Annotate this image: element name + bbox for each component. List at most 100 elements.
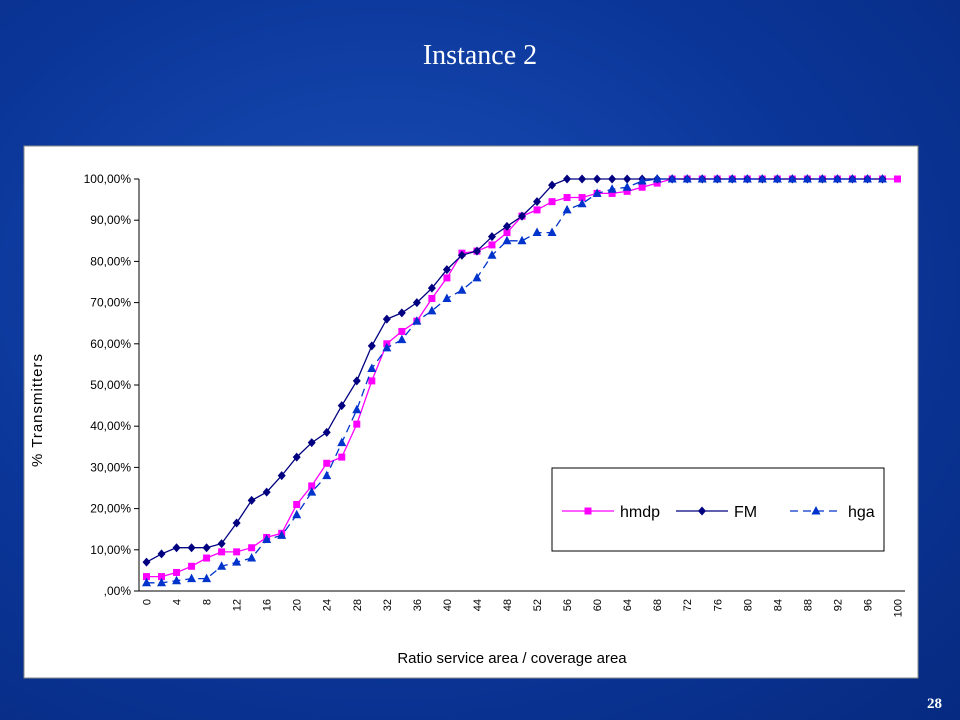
y-tick-label: 100,00%: [84, 172, 132, 186]
x-tick-label: 92: [832, 599, 844, 611]
marker: [337, 437, 347, 447]
marker: [772, 174, 782, 183]
marker: [142, 577, 152, 587]
legend-box: [551, 467, 885, 552]
x-tick-label: 44: [472, 599, 484, 611]
y-tick-label: ,00%: [104, 584, 132, 598]
legend-marker: [584, 507, 592, 515]
marker: [157, 577, 167, 587]
x-tick-label: 4: [172, 599, 184, 605]
x-tick-label: 64: [622, 599, 634, 611]
marker: [487, 232, 496, 242]
marker: [712, 174, 722, 183]
marker: [862, 174, 872, 183]
x-tick-label: 0: [142, 599, 154, 605]
marker: [232, 557, 242, 566]
y-tick-label: 50,00%: [90, 378, 131, 392]
marker: [367, 341, 376, 351]
marker: [548, 198, 556, 206]
marker: [532, 227, 542, 237]
marker: [262, 534, 272, 543]
marker: [172, 575, 182, 585]
marker: [787, 174, 797, 183]
marker: [577, 198, 587, 208]
marker: [811, 506, 821, 515]
marker: [563, 194, 571, 202]
marker: [742, 174, 752, 183]
marker: [503, 229, 511, 237]
marker: [172, 543, 181, 553]
legend-label: hmdp: [620, 504, 660, 521]
marker: [442, 265, 451, 275]
x-tick-label: 52: [532, 599, 544, 611]
x-tick-label: 80: [742, 599, 754, 611]
marker: [308, 482, 316, 490]
marker: [623, 174, 632, 184]
marker: [667, 174, 677, 183]
marker: [877, 174, 887, 183]
legend-marker: [811, 506, 821, 515]
marker: [487, 250, 497, 259]
marker: [262, 487, 271, 497]
x-tick-label: 84: [772, 599, 784, 611]
marker: [847, 174, 857, 183]
marker: [457, 250, 466, 260]
marker: [397, 308, 406, 318]
marker: [188, 562, 196, 570]
marker: [217, 539, 226, 549]
marker: [337, 401, 346, 411]
marker: [472, 272, 482, 282]
x-tick-label: 12: [232, 599, 244, 611]
marker: [502, 235, 512, 245]
marker: [608, 174, 617, 184]
marker: [157, 549, 166, 559]
x-tick-label: 72: [682, 599, 694, 611]
marker: [584, 507, 592, 515]
marker: [622, 182, 632, 191]
marker: [832, 174, 842, 183]
marker: [652, 174, 662, 183]
marker: [427, 283, 436, 293]
marker: [893, 175, 901, 183]
marker: [427, 305, 437, 315]
marker: [173, 568, 181, 576]
marker: [638, 183, 646, 191]
marker: [457, 285, 467, 294]
y-tick-label: 80,00%: [90, 254, 131, 268]
marker: [382, 314, 391, 324]
x-tick-label: 16: [262, 599, 274, 611]
marker: [218, 548, 226, 556]
marker: [682, 174, 692, 183]
x-tick-label: 20: [292, 599, 304, 611]
marker: [217, 561, 227, 570]
marker: [623, 187, 631, 195]
marker: [443, 274, 451, 282]
y-tick-label: 30,00%: [90, 460, 131, 474]
marker: [488, 241, 496, 249]
x-tick-label: 100: [892, 599, 904, 617]
marker: [398, 327, 406, 335]
marker: [548, 180, 557, 190]
marker: [338, 453, 346, 461]
x-tick-label: 24: [322, 599, 334, 611]
marker: [533, 206, 541, 214]
legend-label: FM: [734, 504, 757, 521]
y-tick-label: 20,00%: [90, 502, 131, 516]
marker: [292, 509, 302, 519]
chart-panel: [23, 145, 919, 679]
marker: [307, 438, 316, 448]
marker: [593, 174, 602, 184]
marker: [592, 188, 602, 197]
x-tick-label: 32: [382, 599, 394, 611]
y-tick-label: 70,00%: [90, 296, 131, 310]
marker: [397, 334, 407, 344]
x-tick-label: 56: [562, 599, 574, 611]
marker: [187, 543, 196, 553]
marker: [562, 204, 572, 214]
marker: [202, 573, 212, 583]
x-tick-label: 76: [712, 599, 724, 611]
marker: [563, 174, 572, 184]
marker: [802, 174, 812, 183]
marker: [817, 174, 827, 183]
